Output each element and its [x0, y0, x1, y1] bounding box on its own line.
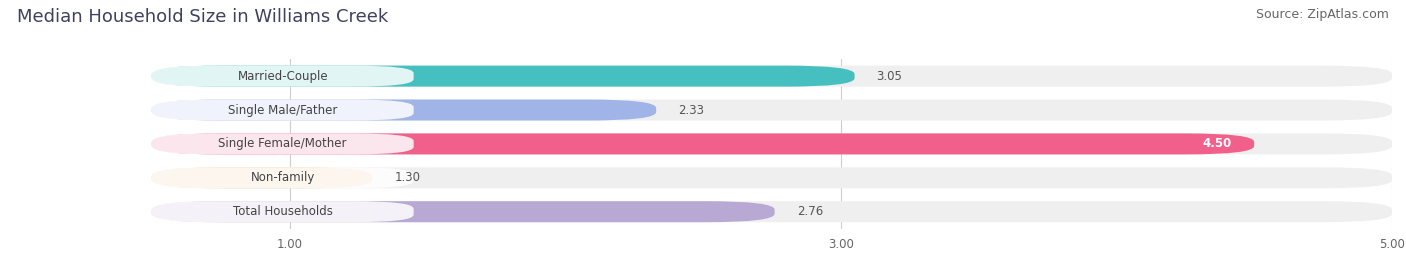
Text: Single Female/Mother: Single Female/Mother	[218, 137, 347, 150]
FancyBboxPatch shape	[152, 133, 1392, 154]
FancyBboxPatch shape	[152, 167, 373, 188]
FancyBboxPatch shape	[152, 100, 1392, 121]
FancyBboxPatch shape	[152, 167, 1392, 188]
FancyBboxPatch shape	[152, 100, 413, 121]
FancyBboxPatch shape	[152, 133, 1254, 154]
FancyBboxPatch shape	[152, 167, 413, 188]
Text: 1.30: 1.30	[394, 171, 420, 184]
FancyBboxPatch shape	[152, 66, 855, 87]
FancyBboxPatch shape	[152, 66, 1392, 87]
Text: Single Male/Father: Single Male/Father	[228, 104, 337, 116]
FancyBboxPatch shape	[152, 133, 413, 154]
Text: 3.05: 3.05	[876, 70, 903, 83]
FancyBboxPatch shape	[152, 201, 775, 222]
FancyBboxPatch shape	[152, 100, 657, 121]
FancyBboxPatch shape	[152, 66, 413, 87]
FancyBboxPatch shape	[152, 201, 413, 222]
Text: Median Household Size in Williams Creek: Median Household Size in Williams Creek	[17, 8, 388, 26]
FancyBboxPatch shape	[152, 201, 1392, 222]
Text: Non-family: Non-family	[250, 171, 315, 184]
Text: 4.50: 4.50	[1204, 137, 1232, 150]
Text: 2.33: 2.33	[678, 104, 704, 116]
Text: Total Households: Total Households	[233, 205, 333, 218]
Text: 2.76: 2.76	[797, 205, 823, 218]
Text: Source: ZipAtlas.com: Source: ZipAtlas.com	[1256, 8, 1389, 21]
Text: Married-Couple: Married-Couple	[238, 70, 328, 83]
